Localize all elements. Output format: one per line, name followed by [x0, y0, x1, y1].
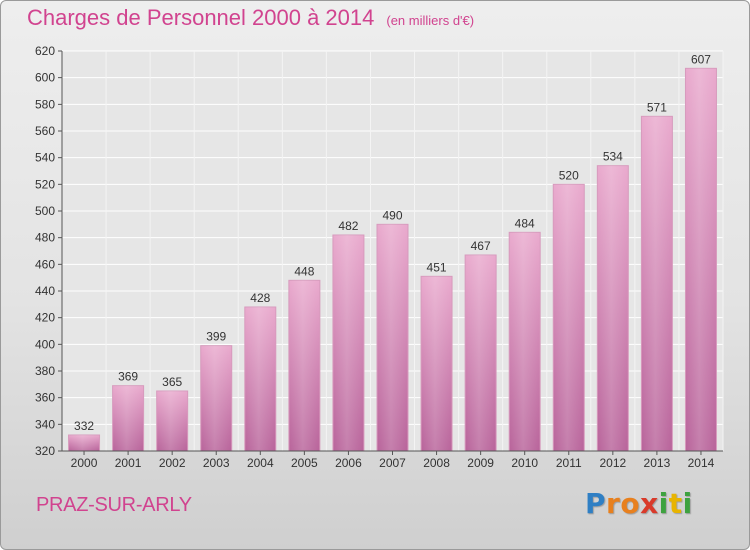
bar-highlight — [509, 232, 541, 451]
data-label: 607 — [691, 52, 711, 66]
data-label: 451 — [427, 260, 447, 274]
x-tick-label: 2003 — [203, 456, 230, 470]
y-tick-label: 620 — [35, 44, 55, 58]
y-tick-label: 600 — [35, 71, 55, 85]
bar-highlight — [68, 435, 100, 451]
chart-unit: (en milliers d'€) — [386, 13, 475, 28]
y-tick-label: 420 — [35, 311, 55, 325]
x-tick-label: 2004 — [247, 456, 274, 470]
bar-highlight — [421, 276, 453, 451]
logo-letter: o — [620, 487, 641, 520]
bar-highlight — [553, 184, 585, 452]
y-tick-label: 440 — [35, 284, 55, 298]
x-tick-label: 2002 — [159, 456, 186, 470]
x-tick-label: 2011 — [556, 456, 582, 470]
data-label: 482 — [338, 219, 358, 233]
logo-letter: P — [585, 487, 607, 520]
x-tick-label: 2008 — [423, 456, 450, 470]
data-label: 428 — [250, 291, 270, 305]
data-label: 399 — [206, 330, 226, 344]
y-tick-label: 520 — [35, 177, 55, 191]
y-tick-label: 480 — [35, 231, 55, 245]
data-label: 365 — [162, 375, 182, 389]
y-tick-label: 460 — [35, 257, 55, 271]
bar-highlight — [332, 235, 364, 451]
title-row: Charges de Personnel 2000 à 2014 (en mill… — [27, 5, 474, 31]
data-label: 490 — [382, 208, 402, 222]
chart-title: Charges de Personnel 2000 à 2014 — [27, 5, 375, 30]
logo-letter: i — [658, 487, 669, 520]
bar-highlight — [377, 224, 408, 451]
y-tick-label: 580 — [35, 97, 55, 111]
x-tick-label: 2014 — [688, 456, 715, 470]
data-label: 448 — [294, 264, 314, 278]
labels: 320 340 360 380 400 420 440 460 480 500 520 540 560 5… — [35, 44, 715, 470]
logo-letter: x — [640, 487, 659, 520]
bars — [68, 67, 717, 452]
data-label: 571 — [647, 100, 667, 114]
x-tick-label: 2006 — [335, 456, 362, 470]
proxiti-logo: Proxiti — [585, 487, 693, 520]
data-label: 520 — [559, 168, 579, 182]
y-tick-label: 360 — [35, 391, 55, 405]
data-label: 484 — [515, 216, 535, 230]
y-tick-label: 500 — [35, 204, 55, 218]
bar-highlight — [641, 116, 673, 451]
data-label: 332 — [74, 419, 94, 433]
y-tick-label: 340 — [35, 417, 55, 431]
data-label: 369 — [118, 370, 138, 384]
bar-highlight — [685, 68, 717, 451]
bar-highlight — [244, 307, 276, 451]
bar-highlight — [288, 280, 320, 451]
commune-name: PRAZ-SUR-ARLY — [36, 494, 192, 516]
axes — [58, 50, 723, 455]
y-tick-label: 560 — [35, 124, 55, 138]
bar-highlight — [156, 391, 188, 451]
logo-letter: i — [682, 487, 693, 520]
x-tick-label: 2007 — [379, 456, 406, 470]
data-label: 534 — [603, 150, 623, 164]
data-label: 467 — [471, 239, 491, 253]
y-tick-label: 320 — [35, 444, 55, 458]
x-tick-label: 2001 — [115, 456, 142, 470]
logo-letter: t — [668, 487, 683, 520]
bar-highlight — [200, 345, 232, 451]
x-tick-label: 2005 — [291, 456, 318, 470]
x-tick-label: 2012 — [599, 456, 626, 470]
x-tick-label: 2000 — [71, 456, 98, 470]
y-tick-label: 400 — [35, 337, 55, 351]
x-tick-label: 2010 — [511, 456, 538, 470]
bar-highlight — [597, 165, 629, 451]
x-tick-label: 2013 — [644, 456, 671, 470]
y-tick-label: 380 — [35, 364, 55, 378]
bar-highlight — [112, 385, 144, 451]
x-tick-label: 2009 — [467, 456, 494, 470]
logo-letter: r — [606, 487, 621, 520]
bar-highlight — [465, 255, 497, 451]
y-tick-label: 540 — [35, 151, 55, 165]
